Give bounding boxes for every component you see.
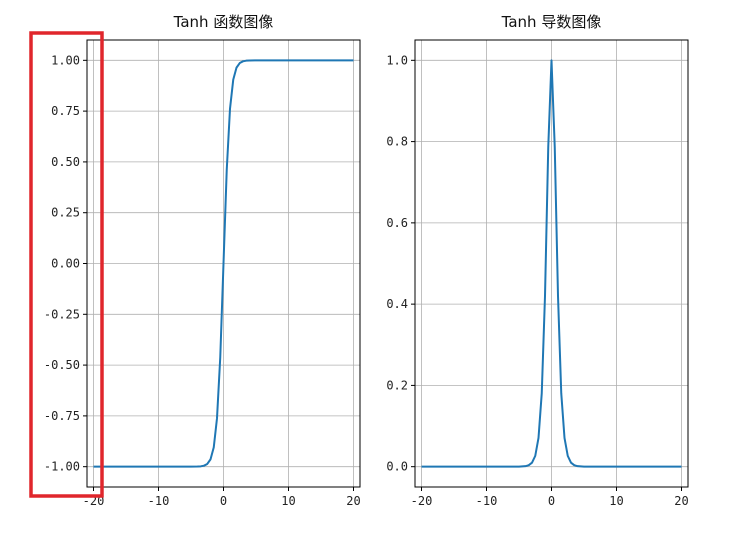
- x-tick-label: 0: [220, 494, 227, 508]
- x-tick-label: 10: [281, 494, 295, 508]
- x-tick-label: 10: [609, 494, 623, 508]
- y-tick-label: 0.8: [386, 135, 408, 149]
- chart-title: Tanh 导数图像: [501, 13, 602, 31]
- plot-1: -20 -10 0 10 20-1.00-0.75-0.50-0.250.000.250…: [44, 13, 361, 508]
- y-tick-label: -0.75: [44, 409, 80, 423]
- y-tick-label: -0.50: [44, 358, 80, 372]
- plot-2: -20 -10 0 10 20 0.0 0.2 0.4 0.6 0.8 1.0 Tanh 导数图像: [386, 13, 688, 508]
- x-tick-label: -10: [476, 494, 498, 508]
- y-tick-label: 0.4: [386, 297, 408, 311]
- x-tick-label: 0: [548, 494, 555, 508]
- x-tick-label: 20: [346, 494, 360, 508]
- y-tick-label: 0.75: [51, 104, 80, 118]
- y-tick-label: 0.50: [51, 155, 80, 169]
- y-tick-label: 0.00: [51, 257, 80, 271]
- series-line: [421, 59, 682, 468]
- y-tick-label: 1.0: [386, 53, 408, 67]
- y-tick-label: 0.6: [386, 216, 408, 230]
- highlight-box: [29, 31, 104, 498]
- x-tick-label: -10: [148, 494, 170, 508]
- y-tick-label: 0.0: [386, 460, 408, 474]
- chart-title: Tanh 函数图像: [173, 13, 274, 31]
- y-tick-label: 0.25: [51, 206, 80, 220]
- series-line: [93, 59, 354, 468]
- x-tick-label: -20: [411, 494, 433, 508]
- y-tick-label: 0.2: [386, 378, 408, 392]
- y-tick-label: 1.00: [51, 53, 80, 67]
- y-tick-label: -0.25: [44, 307, 80, 321]
- y-tick-label: -1.00: [44, 460, 80, 474]
- x-tick-label: 20: [674, 494, 688, 508]
